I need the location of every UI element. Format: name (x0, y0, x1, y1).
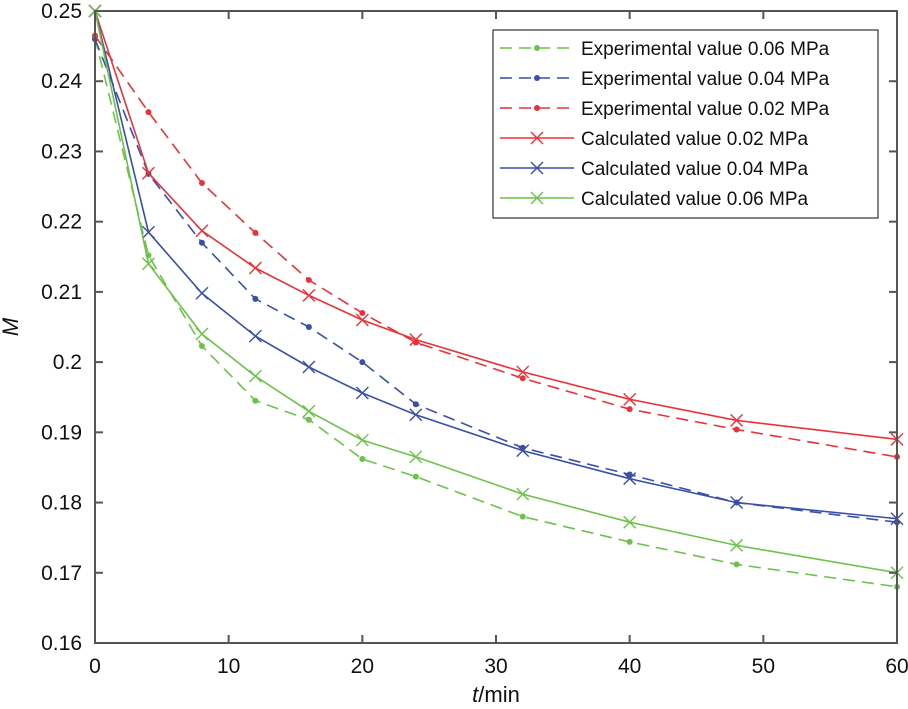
data-point (355, 433, 369, 447)
data-point (252, 295, 259, 302)
data-point (141, 225, 155, 239)
data-point (195, 327, 209, 341)
data-point (302, 360, 316, 374)
data-point (359, 456, 366, 463)
y-tick-label: 0.2 (53, 351, 82, 374)
data-point (516, 487, 530, 501)
legend-label: Experimental value 0.02 MPa (581, 99, 830, 120)
legend-marker (530, 191, 544, 205)
legend-label: Experimental value 0.06 MPa (581, 39, 830, 60)
legend-marker (534, 105, 540, 111)
x-tick-label: 10 (217, 655, 240, 678)
y-axis: 0.16 0.17 0.18 0.19 0.2 0.21 0.22 0.23 0.24 0.25 (41, 0, 897, 655)
y-tick-label: 0.19 (41, 421, 82, 444)
y-tick-label: 0.24 (41, 70, 82, 93)
x-tick-label: 30 (484, 655, 507, 678)
data-point (730, 413, 744, 427)
data-point (248, 369, 262, 383)
legend-entry: Calculated value 0.04 MPa (500, 159, 809, 180)
data-point (252, 229, 259, 236)
legend-entry: Experimental value 0.02 MPa (500, 99, 830, 120)
data-point (252, 397, 259, 404)
data-point (195, 224, 209, 238)
data-point (198, 342, 205, 349)
data-point (409, 450, 423, 464)
data-point (626, 471, 633, 478)
data-point (359, 359, 366, 366)
series-5 (88, 4, 904, 580)
data-point (195, 286, 209, 300)
y-tick-label: 0.18 (41, 492, 82, 515)
data-point (730, 538, 744, 552)
legend-marker (530, 161, 544, 175)
series-layer (88, 4, 904, 590)
data-point (305, 416, 312, 423)
legend-entry: Experimental value 0.04 MPa (500, 69, 830, 90)
data-point (248, 261, 262, 275)
x-tick-label: 20 (351, 655, 374, 678)
data-point (355, 386, 369, 400)
y-tick-label: 0.21 (41, 281, 82, 304)
legend-entry: Experimental value 0.06 MPa (500, 39, 830, 60)
data-point (412, 401, 419, 408)
data-point (626, 538, 633, 545)
legend-marker (534, 45, 540, 51)
data-point (409, 408, 423, 422)
legend-marker (530, 131, 544, 145)
legend-label: Calculated value 0.02 MPa (581, 129, 809, 150)
series-4 (88, 4, 904, 526)
series-line (94, 38, 898, 523)
data-point (141, 166, 155, 180)
y-tick-label: 0.22 (41, 211, 82, 234)
legend-marker (534, 75, 540, 81)
data-point (305, 324, 312, 330)
data-point (302, 404, 316, 418)
data-point (519, 513, 526, 520)
legend-box (492, 29, 879, 219)
y-tick-label: 0.16 (41, 632, 82, 655)
series-line (94, 37, 898, 588)
legend-entry: Calculated value 0.06 MPa (500, 189, 809, 210)
data-point (623, 515, 637, 529)
data-point (519, 375, 526, 382)
y-tick-label: 0.25 (41, 0, 82, 23)
legend-label: Experimental value 0.04 MPa (581, 69, 830, 90)
data-point (733, 561, 740, 568)
data-point (302, 288, 316, 302)
data-point (141, 257, 155, 271)
data-point (516, 365, 530, 379)
data-point (412, 473, 419, 480)
x-axis-title: t/min (472, 682, 520, 707)
x-axis-title-italic: t (472, 682, 479, 707)
data-point (626, 406, 633, 413)
data-point (409, 333, 423, 347)
data-point (623, 472, 637, 486)
data-point (623, 392, 637, 406)
data-point (359, 309, 366, 316)
data-point (355, 313, 369, 327)
x-tick-label: 60 (885, 655, 908, 678)
x-tick-label: 50 (752, 655, 775, 678)
y-tick-label: 0.23 (41, 140, 82, 163)
x-axis-title-unit: /min (478, 682, 520, 707)
x-axis: 0 10 20 30 40 50 60 (89, 11, 908, 678)
legend-label: Calculated value 0.04 MPa (581, 159, 809, 180)
y-axis-title: M (0, 317, 23, 336)
legend-label: Calculated value 0.06 MPa (581, 189, 809, 210)
data-point (198, 180, 205, 187)
data-point (248, 329, 262, 343)
data-point (145, 109, 152, 116)
legend-entry: Calculated value 0.02 MPa (500, 129, 809, 150)
x-tick-label: 0 (89, 655, 101, 678)
data-point (198, 239, 205, 246)
legend: Experimental value 0.06 MPa Experimental … (492, 29, 879, 219)
x-tick-label: 40 (618, 655, 641, 678)
data-point (733, 426, 740, 433)
data-point (730, 496, 744, 510)
data-point (516, 444, 530, 458)
y-tick-label: 0.17 (41, 562, 82, 585)
series-3 (88, 4, 904, 446)
data-point (305, 276, 312, 283)
